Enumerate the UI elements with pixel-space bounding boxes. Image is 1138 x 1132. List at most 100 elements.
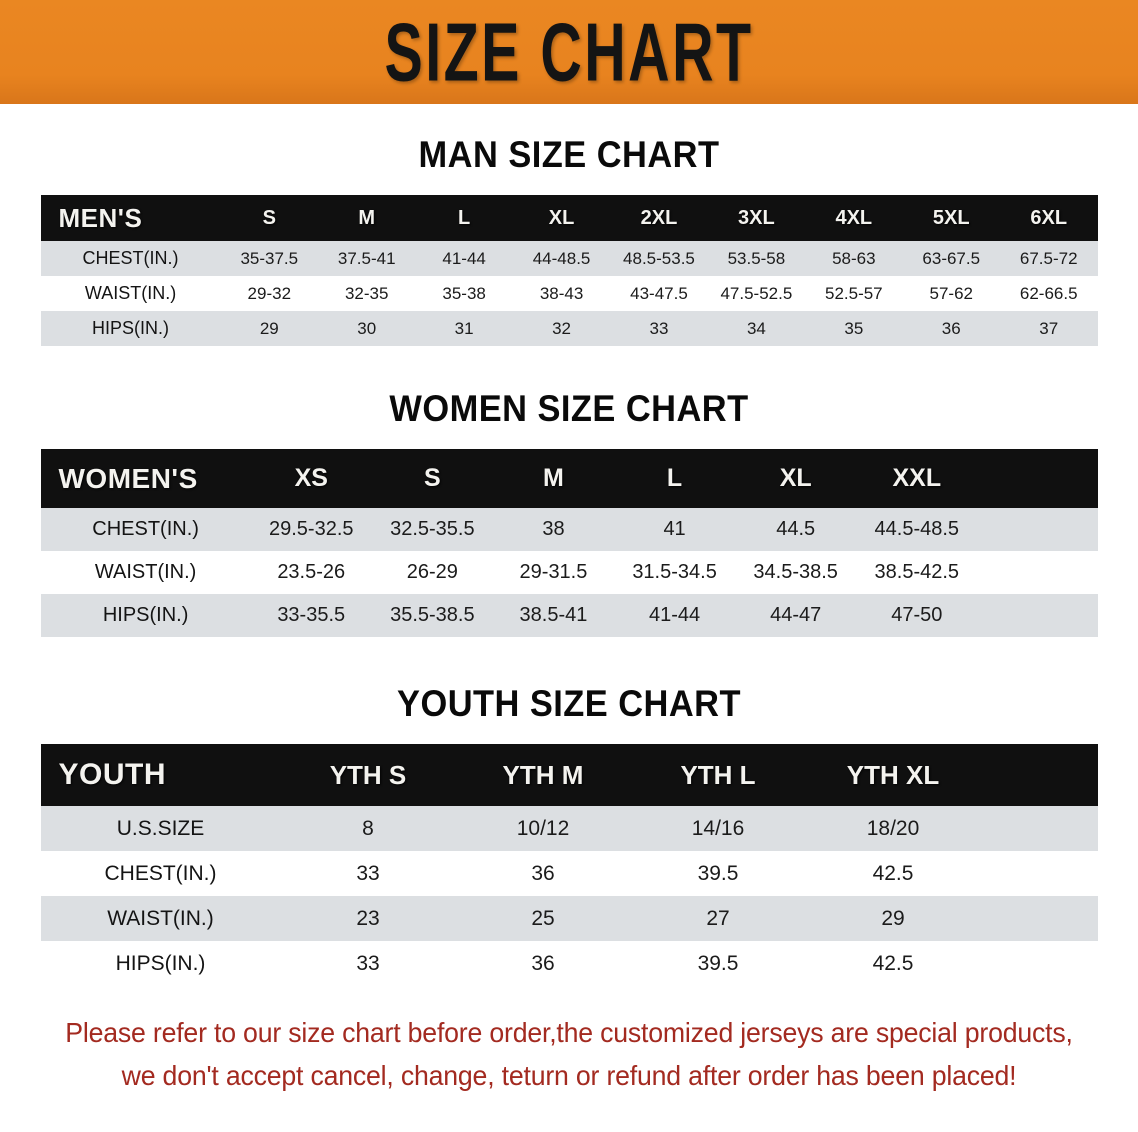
women-chest-s: 32.5-35.5	[390, 518, 475, 540]
men-chest-5xl: 63-67.5	[922, 248, 981, 268]
men-hips-3xl: 34	[746, 318, 766, 338]
men-corner-label: MEN'S	[58, 202, 143, 233]
youth-chest-xl: 42.5	[872, 861, 914, 885]
women-column-header-xxl: XXL	[892, 464, 942, 492]
women-hips-xl: 44-47	[770, 604, 822, 626]
women-table-body: CHEST(IN.) 29.5-32.5 32.5-35.5 38 41 44.…	[40, 508, 1098, 637]
page-title: SIZE CHART	[384, 5, 754, 99]
youth-ussize-spacer	[981, 806, 1098, 851]
women-chest-spacer	[977, 508, 1097, 551]
women-chest-xl: 44.5	[776, 518, 816, 540]
men-column-header-3xl: 3XL	[738, 206, 775, 229]
youth-column-header-l: YTH L	[680, 759, 756, 790]
women-row-label-hips: HIPS(IN.)	[102, 604, 189, 626]
men-hips-xl: 32	[552, 318, 572, 338]
women-waist-m: 29-31.5	[519, 561, 588, 583]
men-waist-3xl: 47.5-52.5	[720, 283, 793, 303]
footer-disclaimer-line-1: Please refer to our size chart before or…	[65, 1017, 1073, 1048]
women-chest-l: 41	[663, 518, 686, 540]
youth-ussize-xl: 18/20	[866, 816, 920, 840]
women-corner-label: WOMEN'S	[58, 462, 198, 494]
women-header-row: WOMEN'S XS S M L XL XXL	[40, 449, 1098, 508]
men-waist-m: 32-35	[344, 283, 389, 303]
youth-hips-m: 36	[531, 951, 555, 975]
table-row: CHEST(IN.) 29.5-32.5 32.5-35.5 38 41 44.…	[40, 508, 1098, 551]
men-row-label-chest: CHEST(IN.)	[82, 248, 179, 268]
men-column-header-2xl: 2XL	[640, 206, 678, 229]
men-waist-4xl: 52.5-57	[824, 283, 883, 303]
women-hips-xxl: 47-50	[891, 604, 943, 626]
women-row-label-chest: CHEST(IN.)	[92, 518, 199, 540]
women-hips-m: 38.5-41	[519, 604, 588, 626]
men-waist-l: 35-38	[442, 283, 486, 303]
table-row: HIPS(IN.) 29 30 31 32 33 34 35 36 37	[40, 311, 1098, 346]
table-row: WAIST(IN.) 23.5-26 26-29 29-31.5 31.5-34…	[40, 551, 1098, 594]
men-column-header-m: M	[358, 206, 376, 229]
women-column-header-m: M	[543, 464, 564, 492]
women-chest-m: 38	[542, 518, 565, 540]
men-hips-m: 30	[357, 318, 377, 338]
youth-row-label-hips: HIPS(IN.)	[115, 951, 206, 975]
youth-header-spacer	[981, 744, 1098, 806]
youth-waist-l: 27	[706, 906, 730, 930]
youth-chest-s: 33	[356, 861, 380, 885]
youth-column-header-xl: YTH XL	[846, 759, 940, 790]
youth-size-table: YOUTH YTH S YTH M YTH L YTH XL U.S.SIZE …	[40, 744, 1098, 986]
men-hips-6xl: 37	[1039, 318, 1059, 338]
footer-disclaimer: Please refer to our size chart before or…	[55, 1012, 1083, 1097]
youth-chest-spacer	[981, 851, 1098, 896]
women-column-header-s: S	[424, 464, 441, 492]
man-table-container: MEN'S S M L XL 2XL 3XL 4XL 5XL 6XL CHEST…	[40, 195, 1098, 346]
men-column-header-s: S	[262, 206, 276, 229]
section-title-women: WOMEN SIZE CHART	[389, 388, 749, 429]
men-column-header-5xl: 5XL	[932, 206, 970, 229]
men-hips-l: 31	[454, 318, 474, 338]
women-hips-spacer	[977, 594, 1097, 637]
women-chest-xxl: 44.5-48.5	[874, 518, 960, 540]
women-size-table: WOMEN'S XS S M L XL XXL CHEST(IN.) 29.5-…	[40, 449, 1098, 637]
table-row: CHEST(IN.) 35-37.5 37.5-41 41-44 44-48.5…	[40, 241, 1098, 276]
youth-waist-s: 23	[356, 906, 380, 930]
women-chest-xs: 29.5-32.5	[268, 518, 354, 540]
women-table-head: WOMEN'S XS S M L XL XXL	[40, 449, 1098, 508]
footer-disclaimer-line-2: we don't accept cancel, change, teturn o…	[121, 1059, 1017, 1091]
men-column-header-l: L	[458, 206, 471, 229]
women-waist-xxl: 38.5-42.5	[874, 561, 960, 583]
women-hips-l: 41-44	[648, 604, 701, 626]
youth-column-header-m: YTH M	[502, 759, 584, 790]
youth-hips-spacer	[981, 941, 1098, 986]
men-chest-3xl: 53.5-58	[727, 248, 786, 268]
women-column-header-l: L	[666, 464, 683, 492]
women-waist-xl: 34.5-38.5	[753, 561, 838, 583]
table-row: HIPS(IN.) 33 36 39.5 42.5	[40, 941, 1098, 986]
men-waist-5xl: 57-62	[929, 283, 973, 303]
table-row: CHEST(IN.) 33 36 39.5 42.5	[40, 851, 1098, 896]
women-header-spacer	[977, 449, 1097, 508]
men-chest-l: 41-44	[442, 248, 486, 268]
youth-ussize-s: 8	[362, 816, 374, 840]
women-column-header-xl: XL	[779, 464, 812, 492]
youth-table-head: YOUTH YTH S YTH M YTH L YTH XL	[40, 744, 1098, 806]
page-banner: SIZE CHART	[0, 0, 1138, 104]
women-column-header-xs: XS	[294, 464, 328, 492]
women-hips-s: 35.5-38.5	[390, 604, 475, 626]
men-hips-4xl: 35	[844, 318, 864, 338]
women-row-label-waist: WAIST(IN.)	[94, 561, 197, 583]
women-waist-l: 31.5-34.5	[632, 561, 717, 583]
table-row: HIPS(IN.) 33-35.5 35.5-38.5 38.5-41 41-4…	[40, 594, 1098, 637]
section-title-youth: YOUTH SIZE CHART	[397, 683, 741, 724]
men-size-table: MEN'S S M L XL 2XL 3XL 4XL 5XL 6XL CHEST…	[40, 195, 1098, 346]
youth-waist-m: 25	[531, 906, 555, 930]
youth-ussize-m: 10/12	[516, 816, 570, 840]
men-column-header-xl: XL	[548, 206, 575, 229]
women-waist-xs: 23.5-26	[277, 561, 346, 583]
men-hips-s: 29	[259, 318, 279, 338]
men-table-body: CHEST(IN.) 35-37.5 37.5-41 41-44 44-48.5…	[40, 241, 1098, 346]
men-waist-2xl: 43-47.5	[630, 283, 688, 303]
men-column-header-4xl: 4XL	[835, 206, 873, 229]
men-chest-m: 37.5-41	[337, 248, 396, 268]
youth-column-header-s: YTH S	[329, 759, 407, 790]
men-chest-4xl: 58-63	[832, 248, 876, 268]
men-row-label-waist: WAIST(IN.)	[84, 283, 177, 303]
